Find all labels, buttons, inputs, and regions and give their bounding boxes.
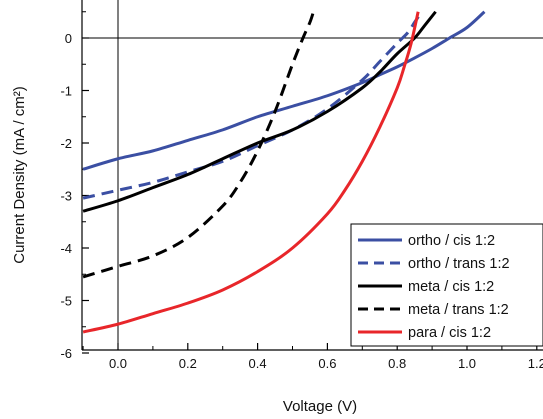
y-tick-label: -1	[60, 84, 72, 99]
y-tick-label: -6	[60, 346, 72, 361]
series-group	[82, 10, 486, 334]
ticks	[82, 11, 538, 354]
legend-label-5: para / cis 1:2	[408, 325, 491, 341]
y-tick-label: -5	[60, 294, 72, 309]
series-line-1	[82, 10, 486, 171]
axes	[81, 0, 543, 351]
y-tick-label: -2	[60, 136, 72, 151]
legend-label-2: ortho / trans 1:2	[408, 256, 510, 272]
y-tick-label: -4	[60, 241, 72, 256]
x-tick-label: 0.2	[179, 356, 197, 371]
x-tick-label: 0.6	[318, 356, 336, 371]
legend-label-4: meta / trans 1:2	[408, 302, 509, 318]
y-axis-title: Current Density (mA / cm²)	[11, 86, 28, 264]
series-line-2	[82, 10, 423, 200]
series-line-3	[82, 10, 437, 213]
x-axis-title: Voltage (V)	[283, 398, 357, 415]
series-line-4	[82, 11, 315, 279]
x-tick-label: 1.0	[458, 356, 476, 371]
x-tick-label: 0.8	[388, 356, 406, 371]
x-tick-label: 0.0	[109, 356, 127, 371]
legend-label-3: meta / cis 1:2	[408, 279, 494, 295]
y-tick-label: 0	[65, 31, 72, 46]
legend: ortho / cis 1:2 ortho / trans 1:2 meta / c…	[350, 223, 543, 347]
x-tick-label: 0.4	[249, 356, 267, 371]
tick-labels: 0.0 0.2 0.4 0.6 0.8 1.0 1.2 0 -1 -2 -3 -4 -5 -6	[60, 31, 543, 371]
legend-label-1: ortho / cis 1:2	[408, 233, 495, 249]
legend-items: ortho / cis 1:2 ortho / trans 1:2 meta / c…	[358, 233, 510, 341]
x-tick-label: 1.2	[528, 356, 543, 371]
y-tick-label: -3	[60, 189, 72, 204]
series-line-5	[82, 11, 420, 334]
